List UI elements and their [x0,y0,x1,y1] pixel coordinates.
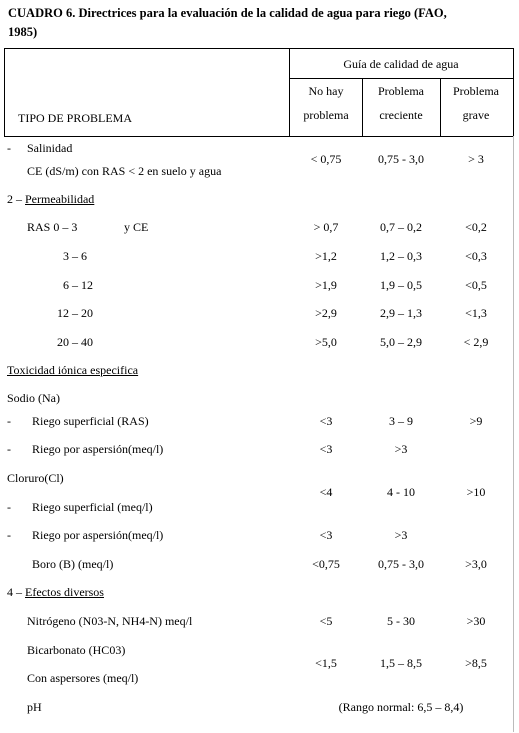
sodio-sup-label: Riego superficial (RAS) [32,414,149,428]
ras5-value-1: >5,0 [315,335,337,349]
ras-label: RAS 0 – 3 [27,220,78,234]
sodio-asp-value-1: <3 [319,442,333,456]
ras4-value-2: 2,9 – 1,3 [380,306,422,320]
ras3-value-2: 1,9 – 0,5 [380,278,422,292]
ras4-value-1: >2,9 [315,306,337,320]
ras5-value-3: < 2,9 [463,335,489,349]
ph-range: (Rango normal: 6,5 – 8,4) [338,700,464,714]
right-edge-faint [513,136,514,732]
permeabilidad-prefix: 2 – [7,192,25,206]
ce-value-2: 0,75 - 3,0 [378,152,424,166]
boro-value-2: 0,75 - 3,0 [378,557,424,571]
nitrogeno-value-2: 5 - 30 [387,614,415,628]
sodio-asp-label: Riego por aspersión(meq/l) [32,442,164,456]
nitrogeno-label: Nitrógeno (N03-N, NH4-N) meq/l [27,614,193,628]
ras5-value-2: 5,0 – 2,9 [380,335,422,349]
efectos-prefix: 4 – [7,585,25,599]
sodio-asp-value-2: >3 [394,442,408,456]
ce-value-3: > 3 [468,152,484,166]
nitrogeno-value-3: >30 [466,614,486,628]
header-col2-line2: creciente [379,108,423,122]
ras3-value-3: <0,5 [465,278,487,292]
header-col-divider-1 [362,78,363,136]
header-sub-divider [289,78,513,79]
cloruro-asp-value-2: >3 [394,528,408,542]
ph-label: pH [27,700,42,714]
cloruro-asp-label: Riego por aspersión(meq/l) [32,528,164,542]
sodio-sup-value-3: >9 [469,414,483,428]
cloruro-asp-dash: - [7,528,11,542]
cloruro-asp-value-1: <3 [319,528,333,542]
ras2-value-2: 1,2 – 0,3 [380,249,422,263]
salinidad-dash: - [7,141,11,155]
ce-value-1: < 0,75 [310,152,342,166]
table-title-line2: 1985) [8,25,38,39]
ras4-label: 12 – 20 [57,306,93,320]
cloruro-value-3: >10 [466,485,486,499]
sodio-sup-dash: - [7,414,11,428]
ras2-value-3: <0,3 [465,249,487,263]
ras2-label: 3 – 6 [63,249,87,263]
ras5-label: 20 – 40 [57,335,93,349]
toxicidad-heading: Toxicidad iónica especifica [7,363,139,377]
bicarbonato-label: Bicarbonato (HC03) [27,643,126,657]
header-col3-line1: Problema [453,84,499,98]
boro-label: Boro (B) (meq/l) [32,557,114,571]
cloruro-value-2: 4 - 10 [387,485,415,499]
ras1-value-1: > 0,7 [313,220,339,234]
cloruro-sup-label: Riego superficial (meq/l) [32,500,153,514]
table-right-border [513,48,514,136]
ras1-value-3: <0,2 [465,220,487,234]
ras3-value-1: >1,9 [315,278,337,292]
header-col1-line1: No hay [308,84,344,98]
header-col2-line1: Problema [378,84,424,98]
bicarbonato-value-3: >8,5 [465,656,487,670]
header-bottom-border [4,136,514,137]
ce-label: CE (dS/m) con RAS < 2 en suelo y agua [27,164,222,178]
ras4-value-3: <1,3 [465,306,487,320]
sodio-sup-value-1: <3 [319,414,333,428]
permeabilidad-label: Permeabilidad [25,192,95,206]
efectos-heading: 4 – Efectos diversos [7,585,104,600]
header-col3-line2: grave [462,108,490,122]
efectos-label: Efectos diversos [25,585,104,599]
header-guide-label: Guía de calidad de agua [343,57,459,71]
boro-value-3: >3,0 [465,557,487,571]
header-col-divider-2 [440,78,441,136]
salinidad-label: Salinidad [27,141,73,155]
aspersores-label: Con aspersores (meq/l) [27,671,139,685]
header-col1-line2: problema [303,108,349,122]
table-title-line1: CUADRO 6. Directrices para la evaluación… [8,6,447,20]
table-top-border [4,48,514,49]
ras2-value-1: >1,2 [315,249,337,263]
header-vertical-divider [289,48,290,136]
cloruro-sup-dash: - [7,500,11,514]
ras1-value-2: 0,7 – 0,2 [380,220,422,234]
table-left-border [4,48,5,136]
boro-value-1: <0,75 [312,557,340,571]
permeabilidad-heading: 2 – Permeabilidad [7,192,94,207]
bicarbonato-value-2: 1,5 – 8,5 [380,656,422,670]
sodio-sup-value-2: 3 – 9 [389,414,413,428]
header-type-label: TIPO DE PROBLEMA [18,111,133,125]
ras-ce-label: y CE [124,220,149,234]
cloruro-label: Cloruro(Cl) [7,471,64,485]
cloruro-value-1: <4 [319,485,333,499]
ras3-label: 6 – 12 [63,278,93,292]
bicarbonato-value-1: <1,5 [315,656,337,670]
nitrogeno-value-1: <5 [319,614,333,628]
sodio-label: Sodio (Na) [7,391,60,405]
sodio-asp-dash: - [7,442,11,456]
